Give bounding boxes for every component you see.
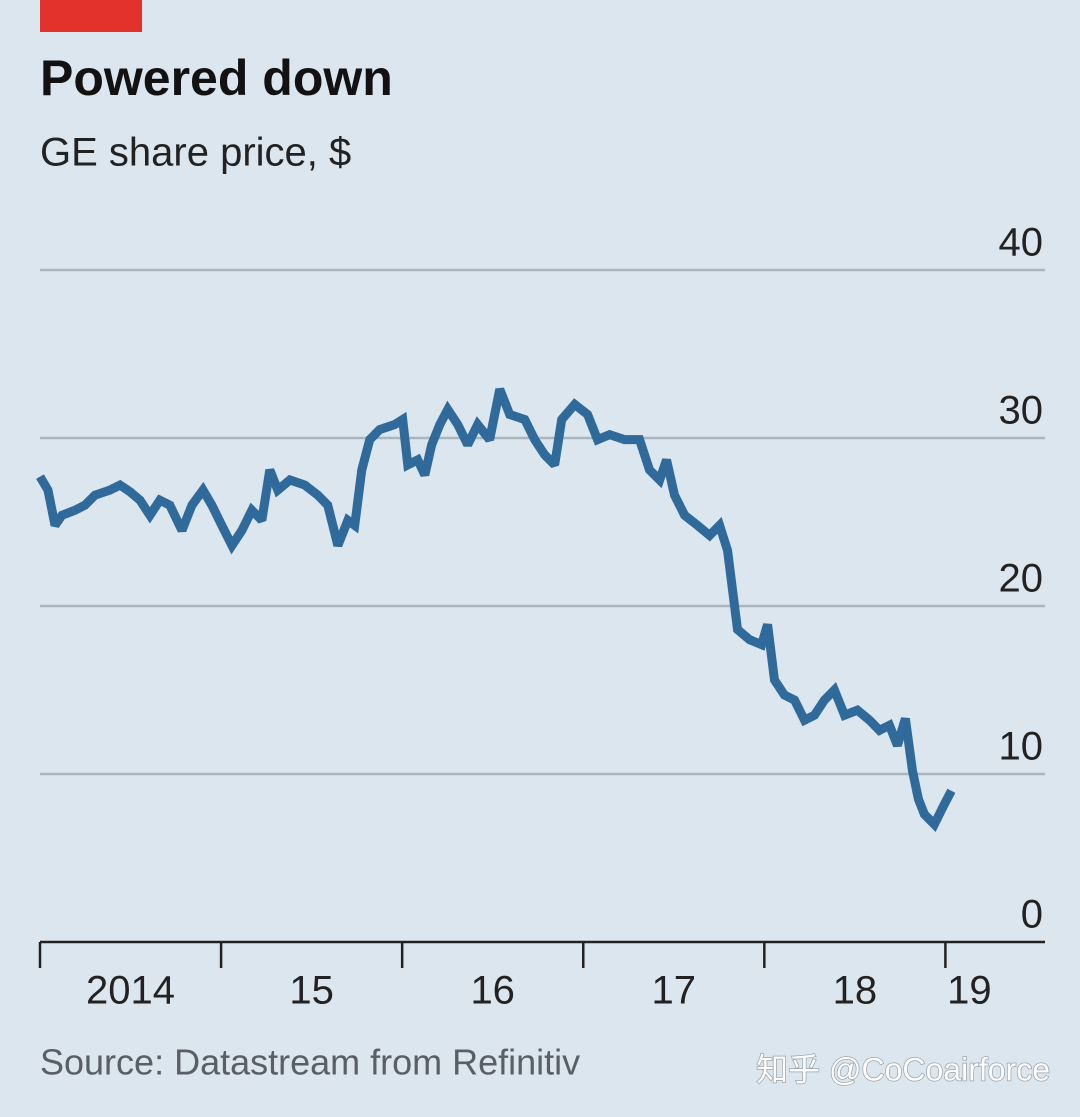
y-tick-label: 0	[1021, 893, 1043, 937]
x-tick-label: 15	[289, 969, 334, 1013]
price-line	[36, 387, 956, 833]
y-tick-label: 20	[999, 557, 1044, 601]
watermark: 知乎 @CoCoairforce	[756, 1051, 1050, 1087]
x-tick-label: 19	[947, 969, 992, 1013]
y-tick-label: 30	[999, 389, 1044, 433]
source: Source: Datastream from Refinitiv	[40, 1042, 580, 1083]
red-tag	[40, 0, 142, 32]
chart-title: Powered down	[40, 50, 393, 106]
chart-subtitle: GE share price, $	[40, 131, 351, 175]
y-tick-label: 40	[999, 221, 1044, 265]
x-tick-label: 2014	[86, 969, 175, 1013]
x-tick-label: 16	[470, 969, 515, 1013]
x-tick-label: 18	[833, 969, 878, 1013]
y-tick-label: 10	[999, 725, 1044, 769]
x-tick-label: 17	[652, 969, 697, 1013]
